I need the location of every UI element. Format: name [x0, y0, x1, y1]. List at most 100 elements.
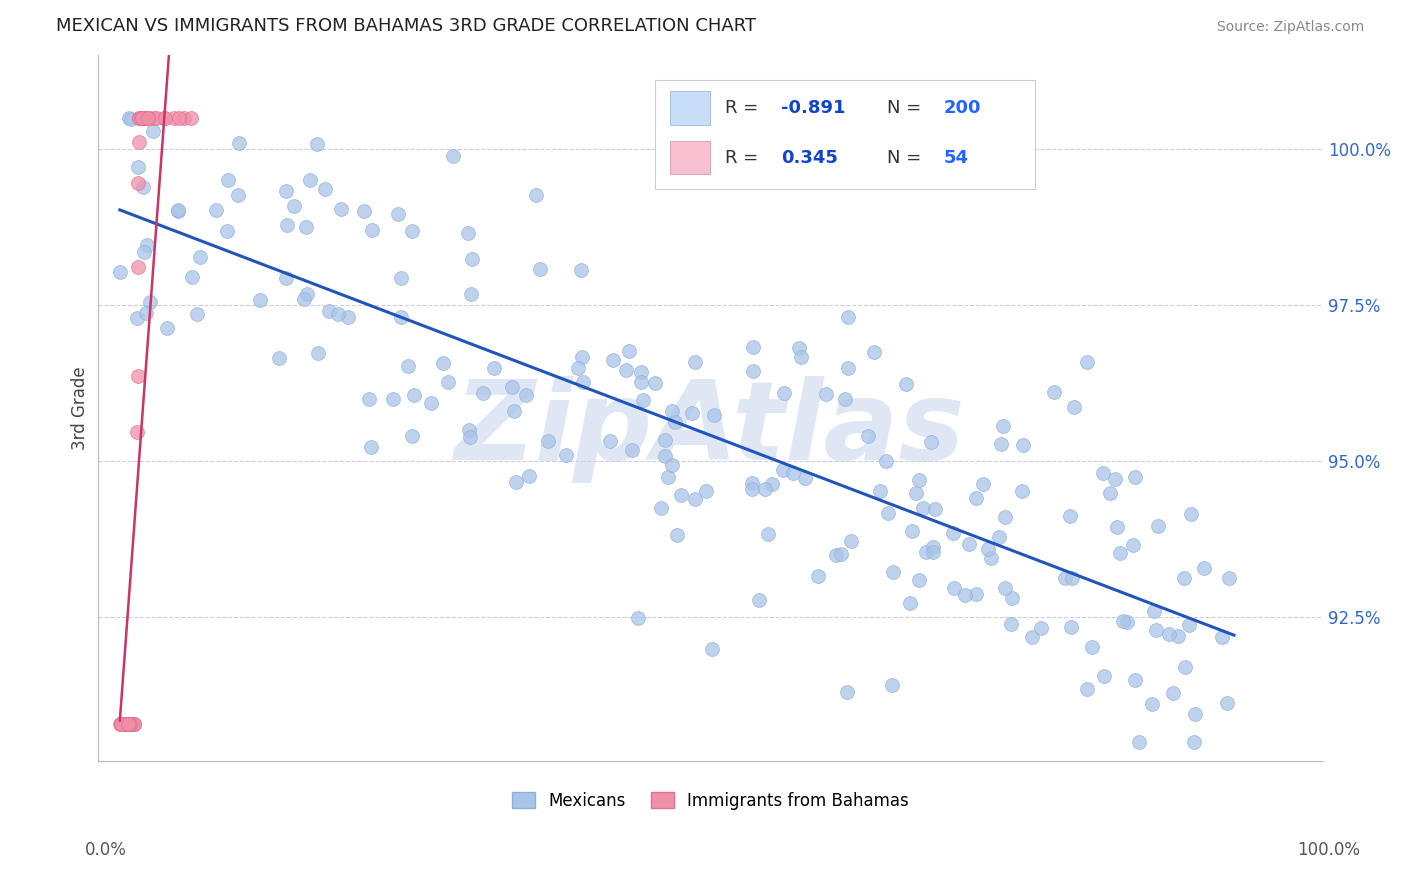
Point — [911, 500, 934, 515]
Point — [1060, 571, 1083, 585]
Point — [460, 287, 482, 301]
Point — [276, 271, 298, 285]
Text: 0.0%: 0.0% — [84, 840, 127, 858]
Point — [683, 492, 706, 507]
Point — [773, 385, 796, 400]
Point — [180, 111, 202, 125]
FancyBboxPatch shape — [655, 80, 1035, 189]
Point — [115, 716, 138, 731]
Point — [461, 252, 484, 266]
Text: R =: R = — [725, 148, 763, 167]
Point — [1184, 706, 1206, 721]
Point — [142, 124, 165, 138]
Point — [135, 306, 157, 320]
Point — [1147, 519, 1170, 533]
Point — [1216, 696, 1239, 710]
Point — [505, 475, 527, 489]
Point — [1144, 624, 1167, 638]
Point — [135, 111, 157, 125]
Point — [1192, 561, 1215, 575]
Point — [121, 716, 143, 731]
Point — [761, 477, 783, 491]
Point — [863, 345, 886, 359]
Point — [894, 376, 917, 391]
Point — [153, 111, 176, 125]
Point — [167, 111, 190, 125]
Point — [122, 716, 145, 731]
Point — [965, 587, 987, 601]
Point — [458, 430, 481, 444]
Point — [457, 226, 479, 240]
Point — [228, 188, 250, 202]
Point — [901, 524, 924, 538]
Point — [1043, 385, 1066, 400]
Point — [353, 204, 375, 219]
Point — [617, 344, 640, 359]
Point — [292, 292, 315, 306]
Point — [122, 716, 145, 731]
Point — [620, 443, 643, 458]
Point — [132, 244, 155, 259]
Point — [1128, 735, 1150, 749]
Point — [228, 136, 250, 150]
Text: -0.891: -0.891 — [782, 99, 846, 117]
Point — [120, 716, 142, 731]
Point — [754, 482, 776, 496]
Point — [741, 482, 763, 496]
Point — [683, 355, 706, 369]
Point — [977, 541, 1000, 556]
Point — [1184, 735, 1206, 749]
Point — [115, 716, 138, 731]
Point — [127, 176, 149, 190]
Point — [602, 352, 624, 367]
Point — [666, 528, 689, 542]
Point — [118, 716, 141, 731]
Point — [517, 469, 540, 483]
Point — [111, 716, 134, 731]
Point — [631, 392, 654, 407]
Point — [858, 428, 880, 442]
Point — [953, 588, 976, 602]
Point — [276, 218, 298, 232]
Point — [1123, 469, 1146, 483]
Point — [907, 473, 929, 487]
Point — [898, 596, 921, 610]
Text: MEXICAN VS IMMIGRANTS FROM BAHAMAS 3RD GRADE CORRELATION CHART: MEXICAN VS IMMIGRANTS FROM BAHAMAS 3RD G… — [56, 17, 756, 35]
Point — [437, 375, 460, 389]
Legend: Mexicans, Immigrants from Bahamas: Mexicans, Immigrants from Bahamas — [505, 785, 915, 816]
Point — [626, 611, 648, 625]
Point — [748, 592, 770, 607]
Point — [128, 111, 150, 125]
Point — [880, 678, 903, 692]
Point — [1092, 467, 1115, 481]
Point — [163, 111, 186, 125]
Point — [1122, 538, 1144, 552]
Text: Source: ZipAtlas.com: Source: ZipAtlas.com — [1216, 21, 1364, 34]
Point — [132, 111, 155, 125]
Point — [110, 716, 132, 731]
Point — [1059, 508, 1081, 523]
Point — [128, 136, 150, 150]
Point — [396, 359, 419, 373]
Point — [922, 545, 945, 559]
Point — [742, 340, 765, 354]
Point — [131, 111, 153, 125]
Point — [118, 716, 141, 731]
Point — [571, 350, 593, 364]
Point — [125, 425, 148, 439]
Point — [988, 530, 1011, 544]
Point — [136, 111, 159, 125]
Point — [700, 641, 723, 656]
Point — [837, 310, 859, 324]
Point — [815, 386, 838, 401]
Point — [110, 716, 132, 731]
Point — [295, 220, 318, 235]
Point — [644, 376, 666, 391]
Point — [742, 364, 765, 378]
Point — [787, 341, 810, 355]
Point — [1076, 355, 1098, 369]
Point — [990, 437, 1012, 451]
Point — [924, 502, 946, 516]
Point — [756, 527, 779, 541]
Point — [120, 716, 142, 731]
